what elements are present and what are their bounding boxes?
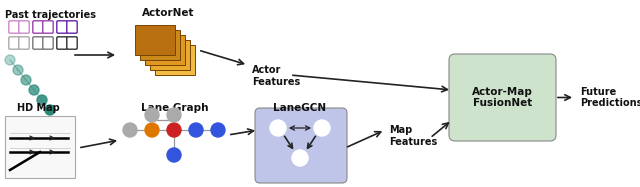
Text: Lane Graph: Lane Graph	[141, 103, 209, 113]
Circle shape	[211, 123, 225, 137]
Circle shape	[167, 148, 181, 162]
FancyBboxPatch shape	[57, 37, 67, 49]
Text: ActorNet: ActorNet	[141, 8, 195, 18]
FancyBboxPatch shape	[255, 108, 347, 183]
FancyBboxPatch shape	[33, 37, 43, 49]
Circle shape	[123, 123, 137, 137]
Text: Actor-Map
FusionNet: Actor-Map FusionNet	[472, 87, 533, 108]
Circle shape	[314, 120, 330, 136]
Circle shape	[29, 85, 39, 95]
FancyBboxPatch shape	[150, 40, 190, 70]
Text: Past trajectories: Past trajectories	[5, 10, 96, 20]
FancyBboxPatch shape	[43, 21, 53, 33]
FancyBboxPatch shape	[9, 37, 19, 49]
FancyBboxPatch shape	[5, 116, 75, 178]
Circle shape	[145, 123, 159, 137]
Circle shape	[13, 65, 23, 75]
Text: HD Map: HD Map	[17, 103, 60, 113]
Circle shape	[5, 55, 15, 65]
Circle shape	[167, 123, 181, 137]
FancyBboxPatch shape	[33, 21, 43, 33]
Circle shape	[292, 150, 308, 166]
Circle shape	[21, 75, 31, 85]
FancyBboxPatch shape	[145, 35, 185, 65]
FancyBboxPatch shape	[9, 21, 19, 33]
FancyBboxPatch shape	[135, 25, 175, 55]
Circle shape	[37, 95, 47, 105]
Text: LaneGCN: LaneGCN	[273, 103, 326, 113]
FancyBboxPatch shape	[57, 21, 67, 33]
Circle shape	[270, 120, 286, 136]
FancyBboxPatch shape	[19, 21, 29, 33]
FancyBboxPatch shape	[155, 45, 195, 75]
FancyBboxPatch shape	[43, 37, 53, 49]
FancyBboxPatch shape	[19, 37, 29, 49]
Circle shape	[189, 123, 203, 137]
Text: Future
Predictions: Future Predictions	[580, 87, 640, 108]
Circle shape	[45, 105, 55, 115]
FancyBboxPatch shape	[67, 21, 77, 33]
Text: Actor
Features: Actor Features	[252, 65, 300, 87]
Circle shape	[167, 108, 181, 122]
Circle shape	[145, 108, 159, 122]
FancyBboxPatch shape	[67, 37, 77, 49]
FancyBboxPatch shape	[449, 54, 556, 141]
Text: Map
Features: Map Features	[389, 125, 437, 147]
FancyBboxPatch shape	[140, 30, 180, 60]
